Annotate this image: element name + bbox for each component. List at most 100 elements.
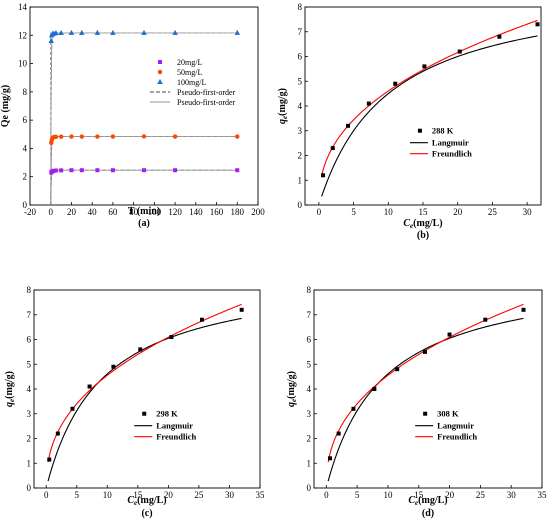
legend-title: 288 K (432, 126, 454, 136)
data-point (79, 134, 85, 139)
data-point (521, 307, 526, 312)
y-tick-label: 1 (298, 175, 303, 185)
data-point (328, 456, 333, 461)
data-point (351, 406, 356, 411)
data-point (95, 134, 100, 139)
x-tick-label: 80 (129, 207, 139, 217)
data-point (172, 134, 178, 139)
y-axis-title: qe(mg/g) (286, 371, 298, 407)
x-axis-title: T (min) (128, 206, 160, 217)
y-tick-label: 8 (27, 285, 32, 295)
data-point (48, 37, 55, 43)
y-tick-label: 4 (27, 384, 32, 394)
legend-label: 100mg/L (177, 78, 206, 87)
data-point (142, 168, 146, 173)
x-tick-label: 35 (538, 490, 548, 500)
y-tick-label: 4 (307, 384, 312, 394)
data-point (51, 168, 56, 173)
data-point (239, 307, 244, 312)
fit-line-freundlich (321, 19, 538, 176)
data-point (79, 168, 84, 173)
y-tick-label: 0 (23, 200, 28, 210)
data-point (395, 367, 400, 372)
y-tick-label: 12 (18, 30, 27, 40)
legend-marker (423, 411, 428, 416)
data-point (336, 431, 341, 436)
legend-marker (157, 69, 163, 75)
x-axis-title: Ce(mg/L) (127, 495, 166, 507)
data-point (68, 29, 75, 35)
data-point (87, 384, 92, 389)
x-tick-label: -20 (24, 207, 36, 217)
plot-frame (33, 289, 261, 489)
y-tick-label: 0 (27, 483, 32, 493)
fit-line-langmuir (321, 35, 538, 197)
chart-panel-c: 0 5 10 15 20 25 30 35 0 1 2 3 4 5 6 7 8 Ce(mg/L) qe(mg/g) (… (4, 285, 265, 519)
data-point (372, 387, 377, 391)
data-point (53, 168, 58, 173)
data-point (346, 123, 351, 128)
x-tick-label: 40 (88, 207, 98, 217)
data-point (55, 431, 60, 436)
panel-label: (b) (417, 230, 429, 241)
legend-label: Langmuir (432, 138, 469, 148)
y-tick-label: 1 (27, 458, 32, 468)
x-tick-label: 20 (453, 207, 463, 217)
y-tick-label: 2 (23, 172, 28, 182)
legend-label: 20mg/L (177, 58, 202, 67)
y-tick-label: 4 (23, 143, 28, 153)
panel-label: (a) (138, 218, 150, 229)
panel-label: (d) (422, 508, 434, 519)
data-point (69, 134, 74, 139)
x-tick-label: 15 (133, 490, 143, 500)
data-point (53, 30, 59, 36)
data-point (95, 168, 100, 173)
y-tick-label: 0 (298, 200, 303, 210)
legend-label: Langmuir (156, 421, 193, 431)
data-point (69, 168, 74, 173)
data-point (173, 168, 178, 173)
data-point (59, 168, 64, 173)
legend-marker (157, 79, 163, 84)
fit-line (50, 32, 238, 206)
legend-title: 308 K (437, 409, 459, 419)
data-point (366, 101, 371, 106)
legend-marker (417, 128, 422, 133)
y-tick-label: 7 (307, 310, 312, 320)
fit-line-langmuir (327, 317, 524, 482)
y-axis-title: qe(mg/g) (4, 371, 16, 407)
y-tick-label: 6 (27, 335, 32, 345)
x-tick-label: 20 (67, 207, 77, 217)
legend-label: Pseudo-first-order (177, 88, 236, 97)
y-tick-label: 7 (27, 310, 32, 320)
y-tick-label: 2 (298, 151, 303, 161)
data-point (483, 317, 488, 322)
data-point (422, 64, 427, 69)
x-tick-label: 5 (351, 207, 356, 217)
data-point (393, 81, 398, 86)
data-point (235, 134, 240, 139)
plot-frame (29, 6, 259, 206)
data-point (58, 30, 64, 36)
legend-label: Freundlich (156, 432, 196, 442)
x-tick-label: 10 (384, 207, 394, 217)
x-tick-label: 120 (168, 207, 182, 217)
x-tick-label: 60 (108, 207, 118, 217)
data-point (535, 22, 540, 27)
data-point (141, 29, 147, 35)
legend-label: Freundlich (432, 149, 472, 159)
data-point (422, 349, 427, 354)
x-tick-label: 5 (75, 490, 80, 500)
x-tick-label: 0 (48, 207, 53, 217)
y-tick-label: 5 (298, 76, 303, 86)
y-tick-label: 6 (298, 52, 303, 62)
legend-label: 50mg/L (177, 68, 202, 77)
x-tick-label: 25 (476, 490, 486, 500)
data-point (330, 146, 335, 151)
data-point (79, 29, 85, 35)
x-axis-title: Ce(mg/L) (408, 495, 447, 507)
